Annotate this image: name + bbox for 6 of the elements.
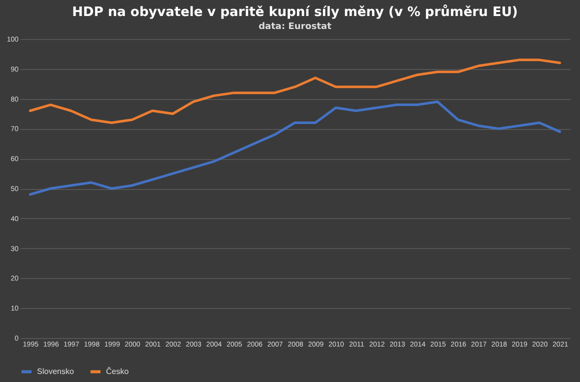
legend-label: Česko	[106, 366, 130, 376]
legend-label: Slovensko	[37, 366, 74, 376]
chart-subtitle: data: Eurostat	[258, 22, 332, 32]
line-series	[28, 100, 562, 196]
line-series	[28, 58, 562, 124]
chart-title: HDP na obyvatele v paritě kupní síly měny (v % průměru EU)	[72, 4, 518, 20]
